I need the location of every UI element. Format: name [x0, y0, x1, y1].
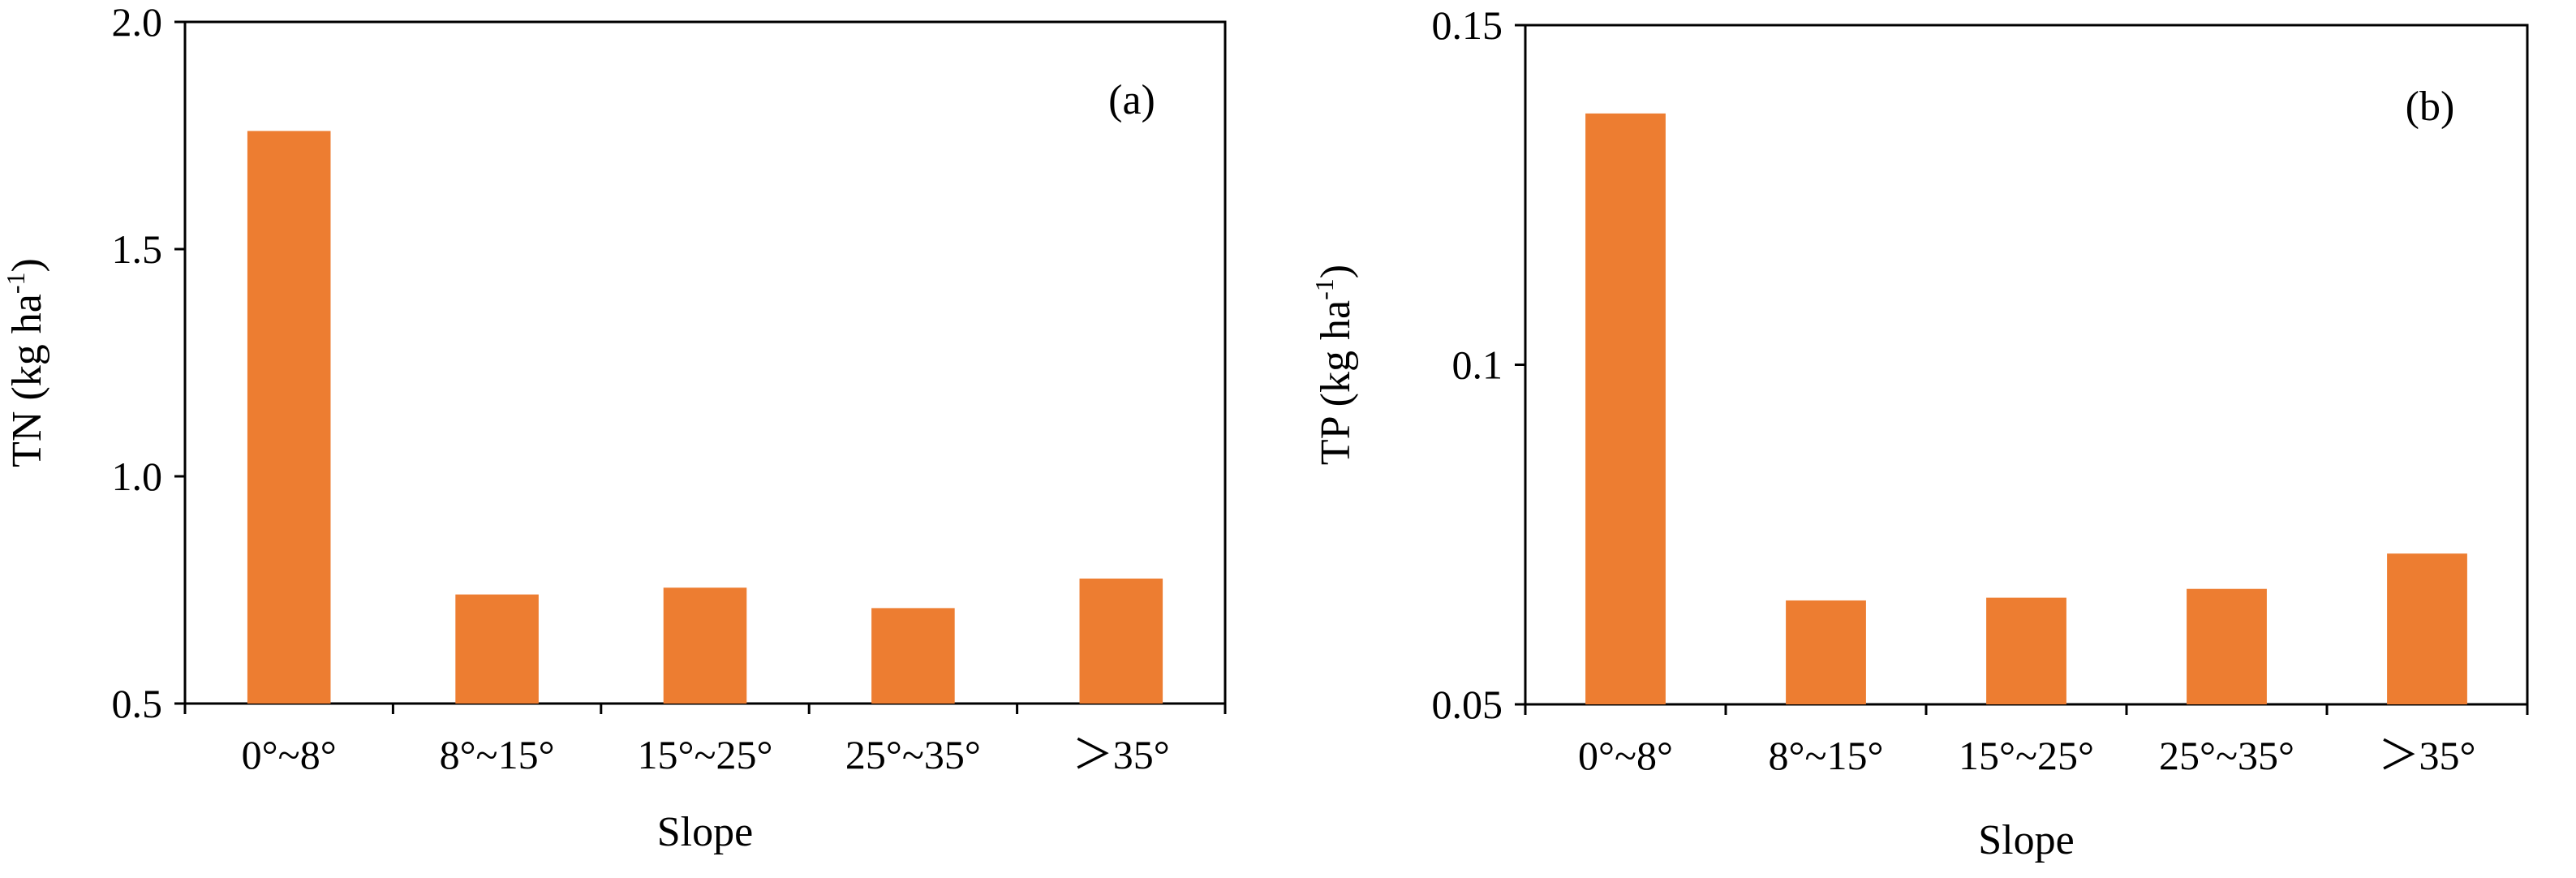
x-tick-label: 0°~8° — [1578, 733, 1673, 778]
x-tick-label: 8°~15° — [440, 732, 555, 777]
bar — [1786, 600, 1866, 704]
y-axis-title-tail: ) — [1313, 265, 1359, 278]
y-axis-title-tail: ) — [4, 258, 50, 272]
panel-b: 0°~8° 8°~15° 15°~25° 25°~35° ＞35° 0.05 0.1 0.15… — [1310, 2, 2529, 863]
y-axis-title-sup: -1 — [1310, 278, 1339, 300]
x-tick-label: ＞35° — [1073, 732, 1170, 777]
y-tick-label: 0.05 — [1432, 682, 1503, 727]
bar — [663, 587, 747, 704]
x-tick-label: ＞35° — [2379, 733, 2476, 778]
y-tick-label: 1.0 — [112, 454, 163, 499]
bar — [1986, 597, 2066, 704]
x-tick-label: 8°~15° — [1768, 733, 1883, 778]
x-tick-label: 25°~35° — [845, 732, 981, 777]
y-tick-label: 0.5 — [112, 681, 163, 726]
y-tick-label: 0.15 — [1432, 2, 1503, 48]
x-tick-label: 25°~35° — [2159, 733, 2294, 778]
bar — [2387, 553, 2467, 704]
y-tick-label: 0.1 — [1452, 342, 1503, 388]
bar — [1585, 113, 1666, 704]
x-tick-label: 15°~25° — [637, 732, 772, 777]
y-axis-title-sup: -1 — [1, 272, 30, 294]
y-tick-label: 2.0 — [112, 0, 163, 45]
panel-label: (b) — [2406, 84, 2455, 130]
x-axis-title: Slope — [1978, 817, 2074, 863]
bar — [871, 608, 955, 704]
y-tick-label: 1.5 — [112, 226, 163, 272]
bar — [455, 594, 539, 704]
y-axis-title: TN (kg ha-1) — [1, 258, 50, 467]
x-axis-title: Slope — [657, 809, 753, 855]
x-tick-label: 0°~8° — [242, 732, 337, 777]
y-axis-title: TP (kg ha-1) — [1310, 265, 1359, 465]
y-axis-title-main: TP (kg ha — [1313, 300, 1359, 465]
x-tick-label: 15°~25° — [1959, 733, 2094, 778]
bar — [2187, 588, 2267, 704]
panel-label: (a) — [1108, 77, 1155, 123]
bar — [1079, 579, 1163, 704]
bar — [247, 131, 331, 704]
panel-a: 0°~8° 8°~15° 15°~25° 25°~35° ＞35° 0.5 1.0 1.5 2.… — [1, 0, 1227, 855]
y-axis-title-main: TN (kg ha — [4, 294, 50, 467]
